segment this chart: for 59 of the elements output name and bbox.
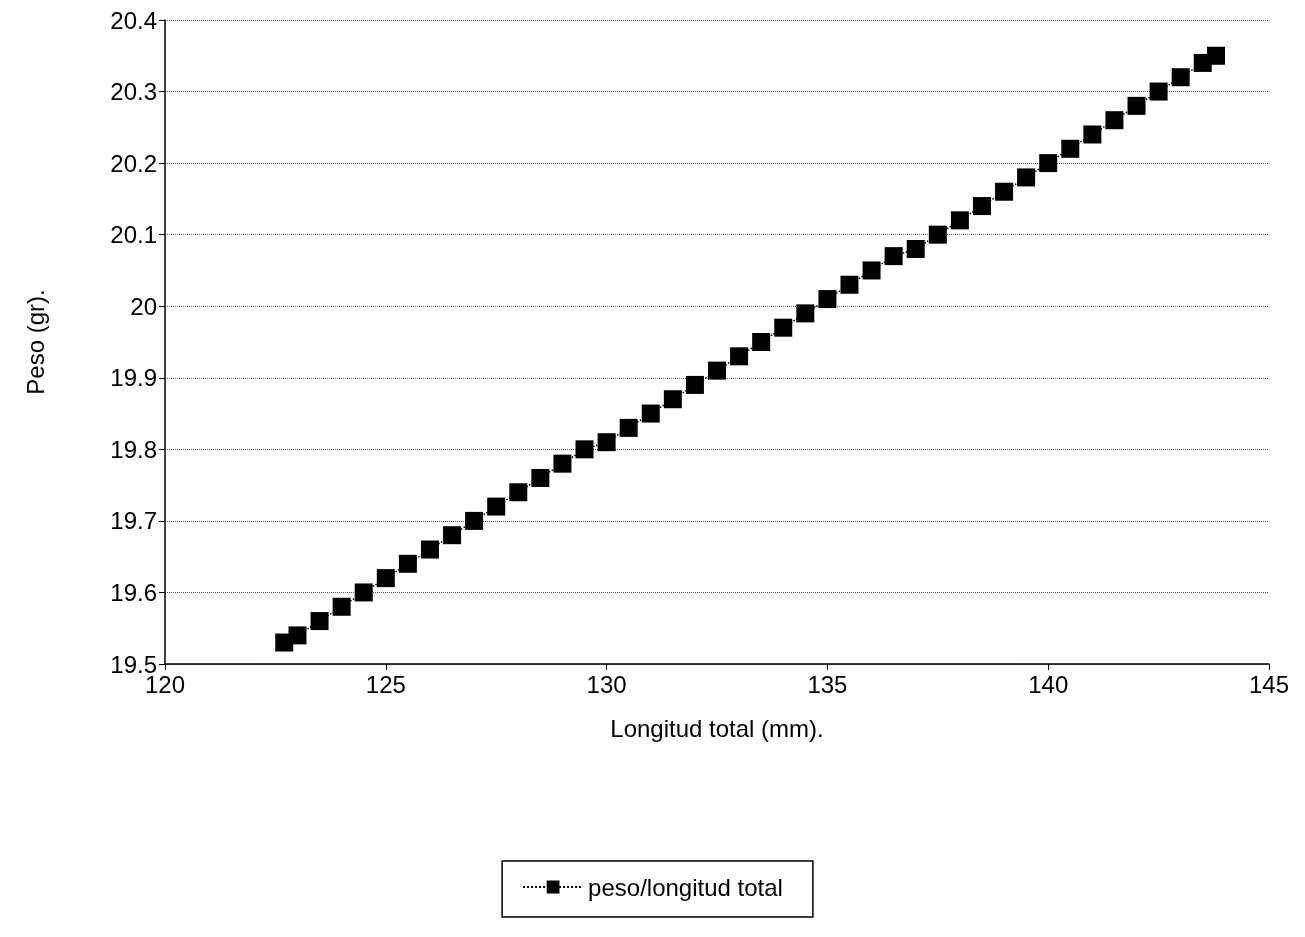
point: [730, 347, 749, 366]
point: [972, 197, 991, 216]
point: [332, 597, 351, 616]
x-tick-label: 140: [1028, 670, 1069, 698]
point: [465, 511, 484, 530]
y-tick-label: 19.7: [110, 507, 157, 535]
y-tick-label: 20.2: [110, 149, 157, 177]
point: [354, 583, 373, 602]
point: [531, 468, 550, 487]
legend-label: peso/longitud total: [588, 873, 783, 901]
point: [774, 318, 793, 337]
y-tick-label: 20.4: [110, 6, 157, 34]
point: [906, 239, 925, 258]
y-axis-title: Peso (gr).: [21, 289, 49, 395]
point: [310, 612, 329, 631]
y-tick-label: 19.9: [110, 364, 157, 392]
point: [420, 540, 439, 559]
point: [928, 225, 947, 244]
point: [376, 569, 395, 588]
point: [553, 454, 572, 473]
point: [1061, 139, 1080, 158]
point: [1083, 125, 1102, 144]
point: [288, 626, 307, 645]
x-tick-label: 130: [586, 670, 627, 698]
point: [818, 290, 837, 309]
y-tick-label: 19.6: [110, 578, 157, 606]
x-tick-label: 125: [365, 670, 406, 698]
point: [950, 211, 969, 230]
point: [1171, 68, 1190, 87]
point: [995, 182, 1014, 201]
point: [619, 418, 638, 437]
x-axis-title: Longitud total (mm).: [610, 714, 824, 742]
point: [1039, 154, 1058, 173]
point: [1105, 111, 1124, 130]
point: [752, 333, 771, 351]
point: [840, 275, 859, 294]
point: [641, 404, 660, 423]
y-tick-label: 20.3: [110, 78, 157, 106]
point: [663, 390, 682, 409]
point: [862, 261, 881, 280]
y-tick-label: 20.1: [110, 221, 157, 249]
point: [487, 497, 506, 516]
point: [509, 483, 528, 502]
point: [1207, 46, 1226, 65]
point: [796, 304, 815, 323]
point: [1149, 82, 1168, 101]
point: [597, 433, 616, 452]
point: [1127, 96, 1146, 115]
point: [1017, 168, 1036, 187]
point: [708, 361, 726, 380]
y-tick-label: 20: [130, 292, 157, 320]
point: [398, 554, 417, 573]
point: [575, 440, 594, 459]
x-tick-label: 145: [1248, 670, 1290, 698]
point: [443, 526, 462, 545]
point: [685, 375, 704, 394]
point: [884, 247, 903, 266]
x-tick-label: 135: [807, 670, 848, 698]
y-tick-label: 19.8: [110, 435, 157, 463]
